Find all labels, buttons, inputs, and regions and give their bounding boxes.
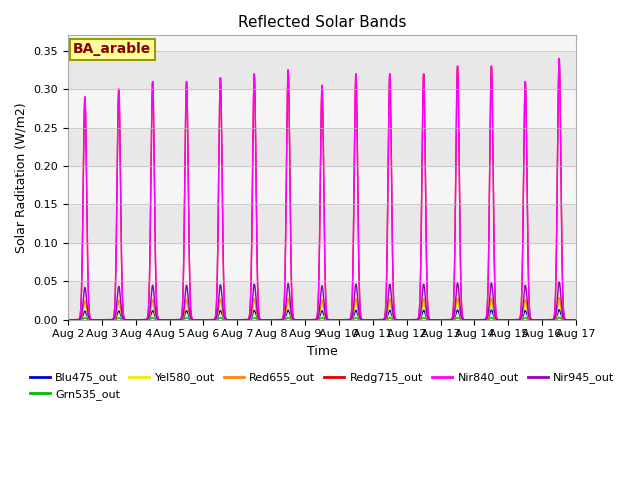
Bar [68,281,576,320]
Bar [68,51,576,89]
Bar [68,36,576,51]
Bar [68,243,576,281]
Text: BA_arable: BA_arable [73,42,151,57]
Bar [68,204,576,243]
X-axis label: Time: Time [307,345,337,358]
Title: Reflected Solar Bands: Reflected Solar Bands [238,15,406,30]
Bar [68,128,576,166]
Bar [68,89,576,128]
Legend: Blu475_out, Grn535_out, Yel580_out, Red655_out, Redg715_out, Nir840_out, Nir945_: Blu475_out, Grn535_out, Yel580_out, Red6… [25,368,619,404]
Bar [68,166,576,204]
Y-axis label: Solar Raditation (W/m2): Solar Raditation (W/m2) [15,102,28,253]
